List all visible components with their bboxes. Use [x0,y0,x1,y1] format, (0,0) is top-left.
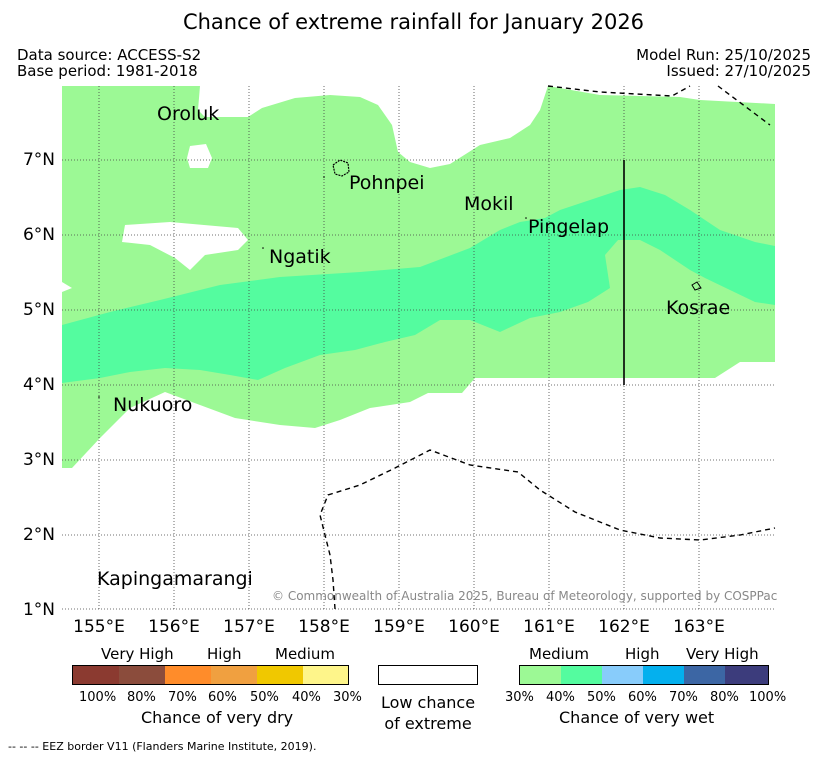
region-wet-high [62,187,775,383]
place-ngatik: Ngatik [269,246,331,268]
wet-tick-40: 40% [546,690,575,705]
dry-tick-50: 50% [250,690,279,705]
dry-caption: Chance of very dry [141,708,294,727]
wet-header-medium: Medium [529,645,589,663]
lat-label-4n: 4°N [22,375,55,395]
dry-colorbar [72,665,349,685]
dry-tick-80: 80% [127,690,156,705]
lon-label-156e: 156°E [148,617,200,637]
lon-label-158e: 158°E [298,617,350,637]
data-source: Data source: ACCESS-S2 [17,46,202,64]
wet-header-high: High [625,645,660,663]
wet-tick-80: 80% [710,690,739,705]
base-period: Base period: 1981-2018 [17,62,198,80]
wet-tick-60: 60% [628,690,657,705]
low-chance-line2: of extreme [384,714,472,733]
region-low-small [187,144,212,168]
dry-header-high: High [207,645,242,663]
eez-footnote: -- -- -- EEZ border V11 (Flanders Marine… [8,740,317,753]
dry-color-70-60 [165,666,211,684]
nukuoro-atoll [98,396,100,398]
wet-header-very-high: Very High [686,645,759,663]
dry-color-50-40 [257,666,303,684]
place-oroluk: Oroluk [157,103,220,125]
dry-header-medium: Medium [275,645,335,663]
place-kapingamarangi: Kapingamarangi [97,568,253,590]
wet-color-70-80 [684,666,725,684]
wet-tick-100: 100% [749,690,787,705]
wet-color-30-40 [520,666,561,684]
place-pingelap: Pingelap [528,216,610,238]
wet-color-50-60 [602,666,643,684]
dry-tick-60: 60% [208,690,237,705]
lon-label-163e: 163°E [673,617,725,637]
wet-tick-70: 70% [669,690,698,705]
lat-label-3n: 3°N [22,450,55,470]
ngatik-atoll [262,247,264,249]
wet-colorbar [519,665,769,685]
lon-label-162e: 162°E [598,617,650,637]
map-title: Chance of extreme rainfall for January 2… [182,10,645,34]
place-kosrae: Kosrae [666,297,731,319]
lon-label-157e: 157°E [223,617,275,637]
wet-tick-50: 50% [587,690,616,705]
dry-tick-30: 30% [333,690,362,705]
lon-label-159e: 159°E [373,617,425,637]
kosrae-island [691,281,702,291]
place-pohnpei: Pohnpei [349,172,425,194]
lon-label-155e: 155°E [73,617,125,637]
lat-label-5n: 5°N [22,300,55,320]
eez-border [319,85,776,610]
pingelap-atoll [525,217,527,219]
place-mokil: Mokil [464,193,514,215]
dry-tick-40: 40% [292,690,321,705]
model-run: Model Run: 25/10/2025 [636,46,811,64]
dry-tick-70: 70% [168,690,197,705]
low-chance-line1: Low chance [380,693,476,712]
wet-color-80-100 [725,666,768,684]
lat-label-6n: 6°N [22,225,55,245]
dry-color-100-80 [73,666,119,684]
wet-caption: Chance of very wet [559,708,715,727]
dry-color-80-70 [119,666,165,684]
lon-label-160e: 160°E [448,617,500,637]
wet-color-60-70 [643,666,684,684]
wet-tick-30: 30% [505,690,534,705]
wet-color-40-50 [561,666,602,684]
dry-color-40-30 [303,666,348,684]
pohnpei-islet [323,176,325,178]
lat-label-7n: 7°N [22,150,55,170]
region-low-north [62,86,548,168]
low-chance-swatch [378,665,478,685]
lon-label-161e: 161°E [523,617,575,637]
dry-header-very-high: Very High [101,645,174,663]
lat-label-2n: 2°N [22,525,55,545]
copyright-notice: © Commonwealth of Australia 2025, Bureau… [272,589,778,603]
dry-tick-100: 100% [79,690,117,705]
lat-label-1n: 1°N [22,600,55,620]
dry-color-60-50 [211,666,257,684]
place-nukuoro: Nukuoro [113,394,193,416]
issued-date: Issued: 27/10/2025 [666,62,811,80]
region-low-ngatik [122,222,248,270]
